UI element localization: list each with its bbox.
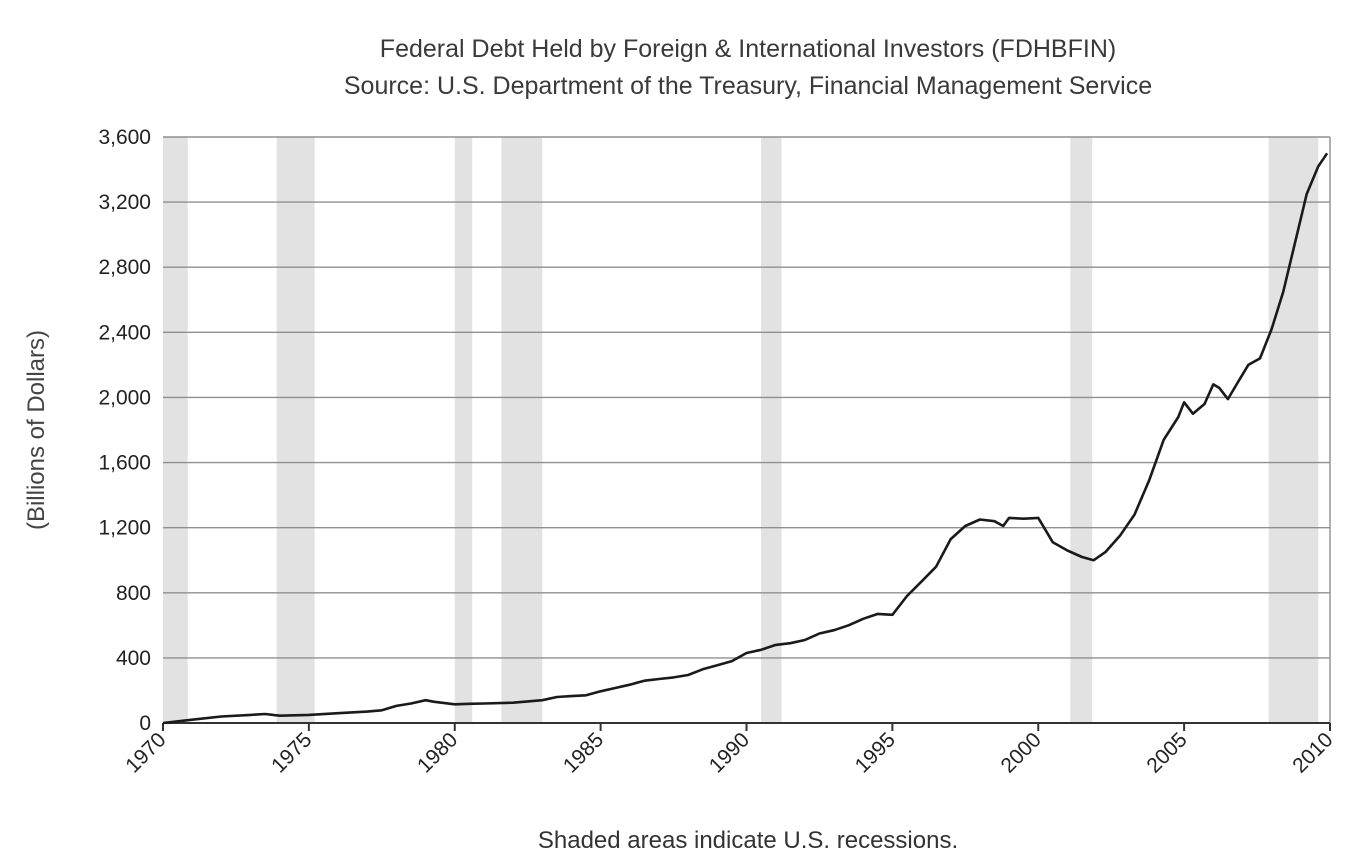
- recession-band: [454, 137, 473, 723]
- recession-band: [761, 137, 782, 723]
- x-tick-label: 1985: [559, 728, 608, 777]
- recession-band: [501, 137, 543, 723]
- y-tick-label: 1,600: [98, 452, 151, 475]
- y-tick-label: 3,600: [98, 126, 151, 149]
- x-tick-label: 1990: [705, 728, 754, 777]
- x-axis-ticks: 1970 1975 1980 1985 1990 1995 2000 2005 2010: [121, 723, 1338, 778]
- recession-band: [1070, 137, 1093, 723]
- chart-subtitle: Source: U.S. Department of the Treasury,…: [344, 72, 1152, 100]
- y-tick-label: 2,800: [98, 256, 151, 279]
- y-axis-label: (Billions of Dollars): [23, 330, 50, 530]
- recession-band: [1268, 137, 1319, 723]
- y-tick-label: 800: [116, 582, 151, 605]
- recession-band: [163, 137, 188, 723]
- x-tick-label: 1995: [851, 728, 900, 777]
- y-tick-label: 1,200: [98, 517, 151, 540]
- y-tick-label: 2,400: [98, 321, 151, 344]
- x-tick-label: 2005: [1142, 728, 1191, 777]
- y-tick-label: 3,200: [98, 191, 151, 214]
- gridlines: [163, 136, 1331, 723]
- x-tick-label: 1975: [267, 728, 316, 777]
- x-tick-label: 2010: [1288, 728, 1337, 777]
- x-tick-label: 2000: [996, 728, 1045, 777]
- y-tick-label: 2,000: [98, 386, 151, 409]
- y-tick-label: 0: [139, 712, 151, 735]
- series-line: [162, 152, 1329, 725]
- x-tick-label: 1970: [121, 728, 170, 777]
- recession-band: [276, 137, 315, 723]
- y-tick-label: 400: [116, 647, 151, 670]
- recession-bands: [163, 137, 1319, 723]
- x-tick-label: 1980: [413, 728, 462, 777]
- chart-title: Federal Debt Held by Foreign & Internati…: [380, 35, 1116, 63]
- y-axis-ticks: 0 400 800 1,200 1,600 2,000 2,400 2,800 3,200 3,6…: [98, 126, 151, 735]
- chart-caption: Shaded areas indicate U.S. recessions.: [538, 827, 958, 854]
